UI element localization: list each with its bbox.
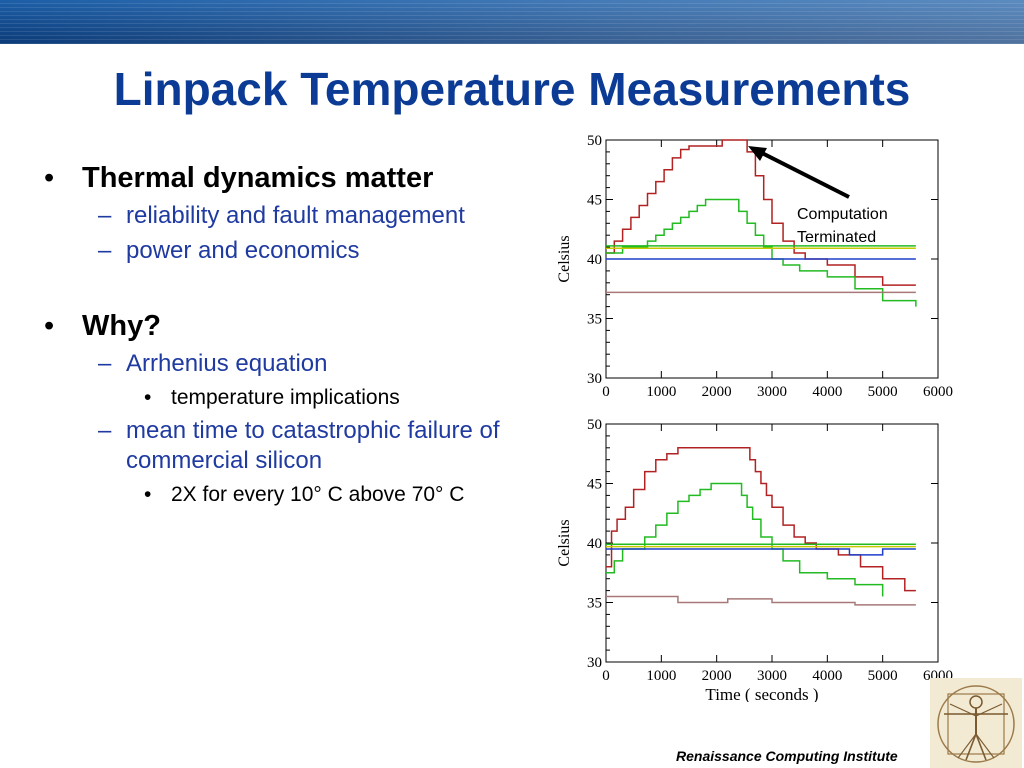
bullet-dot: •: [44, 310, 55, 342]
annotation-line-1: Computation: [797, 206, 888, 223]
y-tick-label: 35: [587, 596, 602, 612]
x-tick-label: 5000: [868, 384, 898, 400]
annotation-label: Computation Terminated: [797, 203, 888, 249]
x-tick-label: 1000: [646, 384, 676, 400]
series-line-1: [606, 447, 916, 592]
annotation-line-2: Terminated: [797, 229, 877, 246]
y-tick-label: 30: [587, 655, 602, 671]
bullet-dot: •: [44, 162, 55, 194]
x-tick-label: 4000: [812, 384, 842, 400]
y-tick-label: 45: [587, 193, 602, 209]
sub-bullet-text: power and economics: [126, 237, 360, 264]
banner-stripes: [0, 0, 1024, 44]
bullet-list: • Thermal dynamics matter – reliability an…: [40, 160, 560, 508]
bullet-dot: •: [144, 483, 152, 506]
sub-sub-bullet-2-1-1: • temperature implications: [40, 385, 560, 411]
series-line-5: [606, 548, 916, 556]
sub-sub-bullet-text: 2X for every 10° C above 70° C: [171, 483, 465, 506]
sub-bullet-text: mean time to catastrophic failure of com…: [126, 417, 500, 474]
x-tick-label: 0: [602, 384, 610, 400]
x-tick-label: 2000: [702, 668, 732, 684]
dash-marker: –: [98, 237, 112, 264]
x-tick-label: 2000: [702, 384, 732, 400]
y-tick-label: 40: [587, 252, 602, 268]
series-line-6: [606, 595, 916, 606]
slide-title: Linpack Temperature Measurements: [113, 63, 911, 115]
temperature-chart-top: 0 1000 2000 3000 4000 5000 6000 30 35 40 45 50 Celsi…: [556, 133, 953, 400]
x-tick-label: 6000: [923, 384, 953, 400]
dash-marker: –: [98, 350, 112, 377]
arrow-shaft: [757, 149, 850, 199]
annotation-arrow: [748, 146, 850, 199]
x-tick-label: 3000: [757, 668, 787, 684]
vitruvian-man-icon: [930, 678, 1022, 768]
x-tick-label: 5000: [868, 668, 898, 684]
bullet-dot: •: [144, 386, 152, 409]
bullet-text: Why?: [82, 310, 161, 342]
y-tick-label: 50: [587, 133, 602, 149]
dash-marker: –: [98, 417, 112, 444]
arrow-head: [748, 146, 767, 161]
x-tick-label: 1000: [646, 668, 676, 684]
bullet-1: • Thermal dynamics matter: [40, 160, 560, 196]
sub-sub-bullet-text: temperature implications: [171, 386, 400, 409]
y-tick-label: 50: [587, 417, 602, 433]
x-tick-label: 3000: [757, 384, 787, 400]
y-tick-label: 45: [587, 477, 602, 493]
sub-bullet-text: reliability and fault management: [126, 202, 465, 229]
bullet-text: Thermal dynamics matter: [82, 162, 434, 194]
sub-bullet-1-1: – reliability and fault management: [40, 201, 560, 231]
sub-bullet-1-2: – power and economics: [40, 236, 560, 266]
x-axis-label: Time ( seconds ): [705, 685, 818, 702]
y-axis-label: Celsius: [556, 519, 573, 566]
sub-bullet-2-1: – Arrhenius equation: [40, 349, 560, 379]
y-axis-label: Celsius: [556, 235, 573, 282]
temperature-chart-bottom: 0 1000 2000 3000 4000 5000 60003035404550Celsi…: [556, 417, 953, 702]
y-tick-label: 40: [587, 536, 602, 552]
sub-bullet-2-2: – mean time to catastrophic failure of co…: [40, 416, 560, 476]
x-tick-label: 0: [602, 668, 610, 684]
sub-bullet-text: Arrhenius equation: [126, 350, 328, 377]
y-tick-label: 30: [587, 371, 602, 387]
series-line-2: [606, 482, 884, 597]
bullet-2: • Why?: [40, 308, 560, 344]
sub-sub-bullet-2-2-1: • 2X for every 10° C above 70° C: [40, 482, 560, 508]
series-line-1: [606, 139, 916, 286]
banner-glow: [0, 0, 1024, 44]
y-tick-label: 35: [587, 312, 602, 328]
footer-institute: Renaissance Computing Institute: [676, 748, 898, 764]
dash-marker: –: [98, 202, 112, 229]
header-banner: [0, 0, 1024, 44]
series-line-2: [606, 198, 917, 307]
x-tick-label: 4000: [812, 668, 842, 684]
